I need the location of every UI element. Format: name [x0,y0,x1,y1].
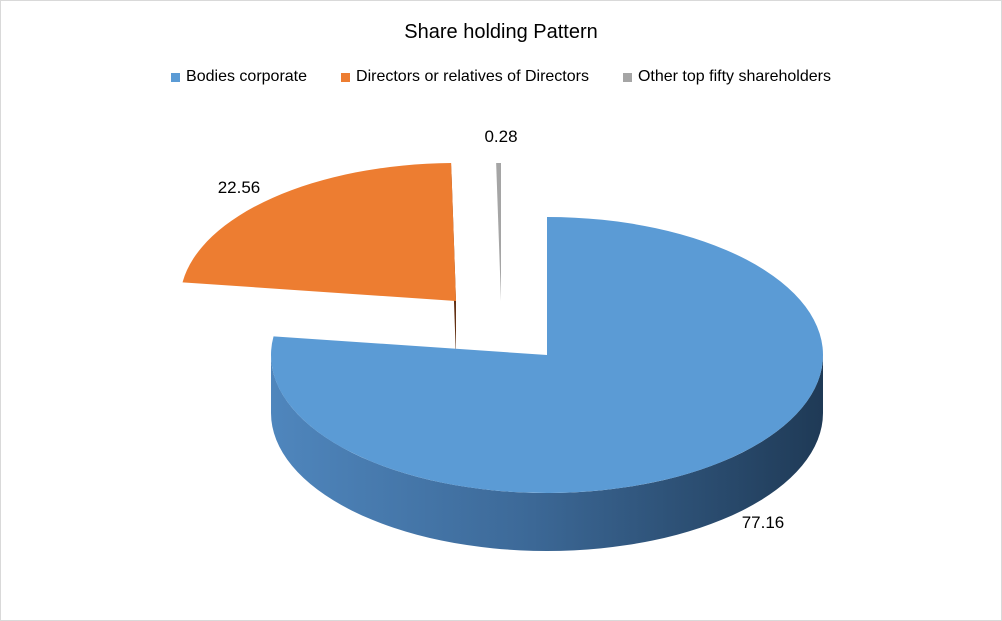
pie-slice-1 [271,217,823,551]
slice-side-wall [271,355,823,551]
legend-item-other-top-fifty: Other top fifty shareholders [622,68,831,86]
slice-top [496,163,501,301]
legend-label: Other top fifty shareholders [637,68,831,85]
legend-swatch [341,72,351,82]
chart-title: Share holding Pattern [404,21,598,43]
slice-top [271,217,823,494]
data-label: 22.56 [218,178,261,197]
legend-label: Bodies corporate [186,68,308,85]
legend-swatch [171,72,181,82]
data-label: 0.28 [484,127,517,146]
pie-slice-2 [182,163,456,359]
pie-slice-3 [496,163,501,301]
legend-item-directors: Directors or relatives of Directors [341,68,589,86]
legend-swatch [622,72,632,82]
legend-label: Directors or relatives of Directors [356,68,589,85]
legend: Bodies corporate Directors or relatives … [1,68,1001,86]
slice-top [182,163,456,301]
data-label: 77.16 [742,513,785,532]
legend-item-bodies-corporate: Bodies corporate [171,68,307,86]
